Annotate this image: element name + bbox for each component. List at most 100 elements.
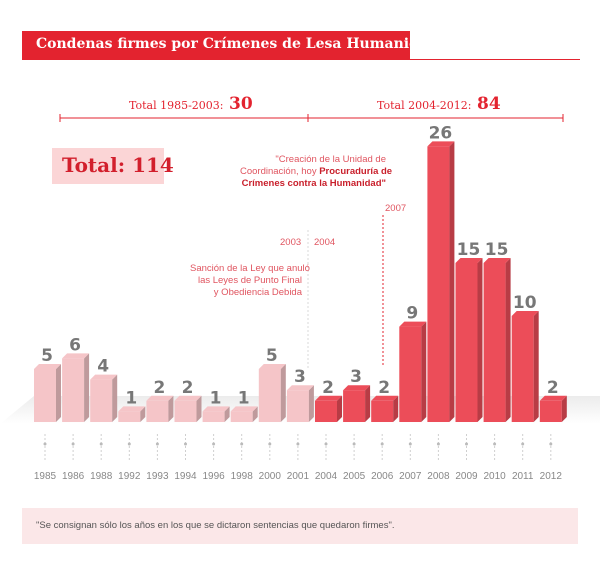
tick-label-2004: 2004 xyxy=(315,471,338,482)
tick-label-1986: 1986 xyxy=(62,471,85,482)
total-text: Total: 114 xyxy=(62,153,174,177)
annot-unidad-line2: Coordinación, hoy Procuraduría de xyxy=(240,166,392,178)
tick-2007 xyxy=(408,434,412,462)
value-label-1993: 2 xyxy=(153,378,165,398)
period-late-text: Total 2004-2012: xyxy=(377,99,472,112)
chart-title: Condenas firmes por Crímenes de Lesa Hum… xyxy=(36,36,438,52)
tick-2006 xyxy=(380,434,384,462)
tick-1992 xyxy=(127,434,131,462)
bar-1986 xyxy=(62,353,90,422)
tick-1988 xyxy=(99,434,103,462)
value-label-2010: 15 xyxy=(485,240,509,260)
bar-2001 xyxy=(286,385,314,422)
annot-ley-line3: y Obediencia Debida xyxy=(213,287,302,298)
tick-1985 xyxy=(43,434,47,462)
tick-label-1998: 1998 xyxy=(231,471,254,482)
tick-label-2010: 2010 xyxy=(483,471,506,482)
bar-1996 xyxy=(202,406,230,422)
bar-1993 xyxy=(146,395,174,422)
total-box: Total: 114 xyxy=(52,148,174,184)
tick-2009 xyxy=(465,434,468,462)
period-early-text: Total 1985-2003: xyxy=(129,99,224,112)
bar-1985 xyxy=(34,364,61,422)
bar-1998 xyxy=(230,406,258,422)
bars-group xyxy=(34,141,567,422)
tick-label-2009: 2009 xyxy=(455,471,478,482)
value-label-2004: 2 xyxy=(322,378,334,398)
value-label-2008: 26 xyxy=(429,123,453,143)
tick-1996 xyxy=(212,434,216,462)
value-label-1986: 6 xyxy=(69,335,81,355)
period-label-late: Total 2004-2012: 84 xyxy=(377,94,501,114)
bar-2011 xyxy=(511,311,539,422)
tick-2008 xyxy=(436,434,440,462)
bar-1988 xyxy=(90,374,118,422)
tick-label-2008: 2008 xyxy=(427,471,450,482)
annot-unidad-bold2: Procuraduría de xyxy=(319,166,393,177)
bar-2006 xyxy=(371,395,399,422)
tick-1994 xyxy=(184,434,187,462)
tick-2012 xyxy=(549,434,553,462)
annot-unidad: "Creación de la Unidad de Coordinación, … xyxy=(240,154,392,190)
tick-label-1988: 1988 xyxy=(90,471,113,482)
x-axis: 1985 1986 1988 1992 1993 1994 1996 1998 2000 2001… xyxy=(34,434,562,482)
bar-1992 xyxy=(118,406,146,422)
bar-2000 xyxy=(258,364,286,422)
tick-label-1985: 1985 xyxy=(34,471,57,482)
tick-1998 xyxy=(240,434,244,462)
annot-unidad-bold3: Crímenes contra la Humanidad" xyxy=(241,178,386,189)
period-label-early: Total 1985-2003: 30 xyxy=(129,94,253,114)
annot-2007: 2007 xyxy=(385,203,407,214)
value-label-1994: 2 xyxy=(182,378,194,398)
tick-2005 xyxy=(352,434,356,462)
value-label-2007: 9 xyxy=(406,304,418,324)
tick-label-2007: 2007 xyxy=(399,471,422,482)
bar-2009 xyxy=(455,258,483,422)
bar-2012 xyxy=(539,395,567,422)
value-label-1985: 5 xyxy=(41,346,53,366)
annot-ley-line1: Sanción de la Ley que anuló xyxy=(190,263,310,274)
value-label-1998: 1 xyxy=(238,388,250,408)
value-label-2000: 5 xyxy=(266,346,278,366)
value-label-2009: 15 xyxy=(457,240,481,260)
tick-label-1994: 1994 xyxy=(174,471,197,482)
footnote-box: "Se consignan sólo los años en los que s… xyxy=(22,508,578,544)
tick-label-2011: 2011 xyxy=(512,471,534,482)
value-label-1988: 4 xyxy=(97,357,109,377)
tick-label-2001: 2001 xyxy=(287,471,310,482)
value-label-2011: 10 xyxy=(513,293,537,313)
annot-unidad-line2-text: Coordinación, hoy xyxy=(240,166,317,177)
bar-2004 xyxy=(315,395,342,422)
value-label-2006: 2 xyxy=(378,378,390,398)
value-label-2012: 2 xyxy=(547,378,559,398)
tick-2010 xyxy=(493,434,497,462)
tick-2011 xyxy=(521,434,525,462)
bar-2008 xyxy=(427,141,455,422)
tick-label-1992: 1992 xyxy=(118,471,141,482)
annot-unidad-line1: "Creación de la Unidad de xyxy=(275,154,386,165)
period-early-value: 30 xyxy=(229,94,253,114)
tick-label-2012: 2012 xyxy=(540,471,563,482)
title-rule xyxy=(400,59,580,60)
value-label-2005: 3 xyxy=(350,367,362,387)
value-label-1996: 1 xyxy=(210,388,222,408)
bar-2010 xyxy=(483,258,511,422)
value-label-1992: 1 xyxy=(125,388,137,408)
period-late-value: 84 xyxy=(477,94,501,114)
annot-ley-line2: las Leyes de Punto Final xyxy=(197,275,302,286)
tick-label-2006: 2006 xyxy=(371,471,394,482)
tick-label-1996: 1996 xyxy=(202,471,225,482)
annot-ley: Sanción de la Ley que anuló las Leyes de… xyxy=(190,263,310,299)
period-bracket xyxy=(59,114,564,122)
tick-label-2005: 2005 xyxy=(343,471,366,482)
bar-2005 xyxy=(343,385,371,422)
tick-2000 xyxy=(268,434,272,462)
tick-1993 xyxy=(155,434,159,462)
tick-2001 xyxy=(296,434,300,462)
tick-2004 xyxy=(324,434,328,462)
title-bar: Condenas firmes por Crímenes de Lesa Hum… xyxy=(22,31,438,60)
annot-2003: 2003 xyxy=(280,237,302,248)
bar-1994 xyxy=(174,395,202,422)
